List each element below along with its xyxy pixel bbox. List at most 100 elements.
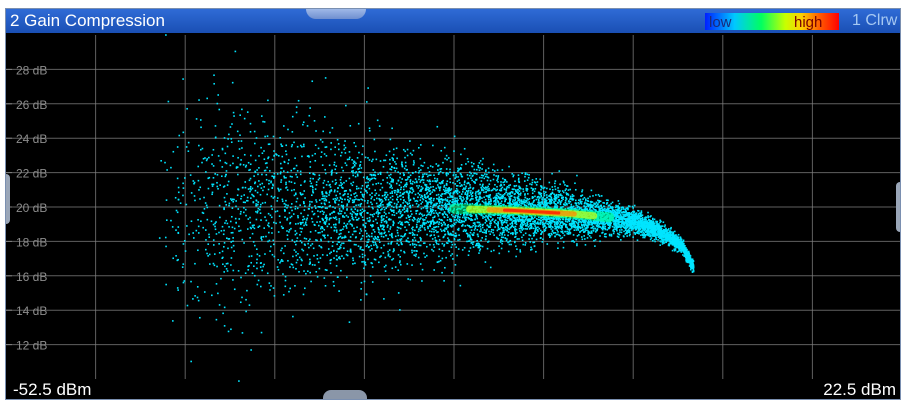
trace-point <box>356 213 358 216</box>
trace-point <box>501 240 504 242</box>
trace-point <box>621 225 624 227</box>
trace-point <box>687 250 690 253</box>
trace-point <box>455 189 457 192</box>
trace-point <box>464 191 467 194</box>
trace-point <box>662 225 664 227</box>
trace-point <box>228 133 230 136</box>
trace-point <box>544 198 547 200</box>
trace-point <box>240 276 242 279</box>
trace-point <box>580 229 583 232</box>
trace-point <box>684 254 687 257</box>
trace-point <box>673 230 676 233</box>
trace-point <box>250 197 252 199</box>
trace-point <box>261 182 264 185</box>
trace-point <box>644 230 647 233</box>
trace-point <box>571 195 574 198</box>
trace-point <box>295 173 297 176</box>
trace-point <box>560 237 562 240</box>
trace-point <box>360 230 363 232</box>
trace-point <box>534 230 537 233</box>
trace-point <box>609 209 611 212</box>
trace-point <box>362 249 365 251</box>
trace-point <box>526 223 529 226</box>
trace-point <box>405 240 408 243</box>
trace-point <box>666 240 668 242</box>
trace-point <box>335 172 338 175</box>
trace-point <box>646 221 648 224</box>
trace-point <box>399 220 401 223</box>
trace-point <box>394 170 397 172</box>
trace-point <box>186 107 188 110</box>
trace-point <box>177 186 180 189</box>
trace-point <box>374 194 376 197</box>
trace-point <box>467 177 469 180</box>
trace-point <box>320 239 322 242</box>
trace-point <box>525 216 527 218</box>
trace-point <box>470 219 472 222</box>
trace-point <box>257 279 260 282</box>
trace-point <box>619 214 621 217</box>
trace-point <box>421 226 423 228</box>
trace-point <box>610 235 613 237</box>
trace-point <box>478 246 481 249</box>
trace-point <box>487 240 490 243</box>
trace-point <box>538 197 541 199</box>
trace-point <box>548 206 551 209</box>
trace-point <box>431 248 433 251</box>
trace-point <box>581 226 584 229</box>
trace-point <box>335 199 338 201</box>
trace-point <box>272 243 275 246</box>
trace-point <box>669 232 672 235</box>
trace-point <box>454 200 456 203</box>
trace-point <box>369 275 372 277</box>
trace-point <box>606 202 608 204</box>
trace-point <box>233 250 235 252</box>
trace-point <box>392 250 395 253</box>
trace-point <box>251 224 254 227</box>
trace-point <box>436 125 439 128</box>
trace-point <box>469 247 472 249</box>
trace-point <box>640 234 642 237</box>
trace-point <box>677 245 680 247</box>
trace-point <box>277 188 280 191</box>
trace-point <box>351 184 354 187</box>
trace-point <box>429 208 432 210</box>
trace-point <box>247 218 250 220</box>
trace-point <box>230 328 232 331</box>
trace-point <box>619 221 621 223</box>
trace-point <box>172 320 174 322</box>
trace-point <box>440 197 443 200</box>
trace-point <box>166 169 168 171</box>
trace-point <box>574 188 577 191</box>
trace-point <box>423 223 426 226</box>
trace-point <box>685 260 688 262</box>
trace-point <box>516 203 519 206</box>
trace-point <box>457 199 459 202</box>
trace-point <box>506 238 508 240</box>
trace-point <box>444 206 446 209</box>
trace-point <box>367 234 370 237</box>
trace-point <box>295 254 298 257</box>
trace-point <box>321 210 324 212</box>
trace-point <box>447 192 450 194</box>
trace-point <box>631 205 634 208</box>
trace-point <box>597 203 599 205</box>
trace-point <box>329 131 331 134</box>
trace-point <box>658 223 660 225</box>
trace-point <box>499 219 502 222</box>
trace-point <box>272 197 275 199</box>
trace-point <box>345 227 348 229</box>
trace-point <box>175 209 178 212</box>
trace-point <box>393 202 396 205</box>
trace-point <box>350 182 352 185</box>
trace-point <box>197 179 200 182</box>
trace-point <box>355 219 358 221</box>
trace-point <box>420 194 423 197</box>
trace-point <box>296 237 299 239</box>
trace-point <box>506 181 508 183</box>
trace-point <box>411 229 414 231</box>
trace-point <box>642 229 644 231</box>
trace-point <box>377 205 379 208</box>
trace-point <box>507 215 510 217</box>
trace-point <box>370 262 373 264</box>
